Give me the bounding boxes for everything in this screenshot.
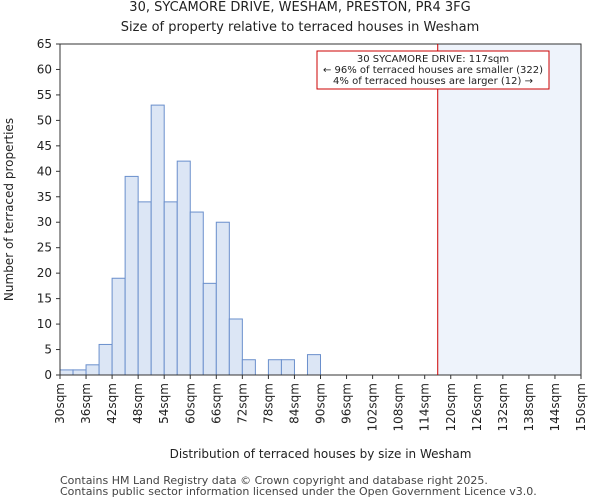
histogram-bar bbox=[280, 359, 295, 376]
histogram-bar bbox=[267, 359, 282, 376]
x-tick-label: 54sqm bbox=[157, 383, 171, 424]
footer-line-2: Contains public sector information licen… bbox=[60, 485, 537, 498]
histogram-bar bbox=[137, 201, 152, 376]
y-tick-label: 15 bbox=[37, 292, 52, 306]
histogram-bar bbox=[124, 175, 139, 376]
x-tick-label: 48sqm bbox=[131, 383, 145, 424]
x-axis-label: Distribution of terraced houses by size … bbox=[170, 447, 472, 461]
chart-subtitle: Size of property relative to terraced ho… bbox=[120, 20, 480, 35]
y-tick-label: 25 bbox=[37, 241, 52, 255]
x-tick-label: 150sqm bbox=[574, 383, 588, 431]
annotation-line: ← 96% of terraced houses are smaller (32… bbox=[323, 65, 543, 76]
y-tick-label: 35 bbox=[37, 190, 52, 204]
histogram-bar bbox=[215, 221, 230, 376]
annotation-box bbox=[316, 50, 550, 90]
y-tick-label: 30 bbox=[37, 215, 52, 229]
histogram-bar bbox=[72, 369, 87, 376]
x-tick-label: 78sqm bbox=[261, 383, 275, 424]
x-tick-label: 108sqm bbox=[392, 383, 406, 431]
y-tick-label: 20 bbox=[37, 266, 52, 280]
histogram-bar bbox=[150, 104, 165, 376]
histogram-bar bbox=[163, 201, 178, 376]
histogram-bar bbox=[241, 359, 256, 376]
y-tick-label: 45 bbox=[37, 139, 52, 153]
y-tick-label: 10 bbox=[37, 317, 52, 331]
y-axis-label: Number of terraced properties bbox=[2, 118, 16, 301]
annotation-line: 30 SYCAMORE DRIVE: 117sqm bbox=[357, 54, 509, 65]
histogram-bar bbox=[202, 282, 217, 376]
x-tick-label: 30sqm bbox=[53, 383, 67, 424]
y-tick-label: 65 bbox=[37, 37, 52, 51]
y-tick-label: 40 bbox=[37, 164, 52, 178]
chart-title: 30, SYCAMORE DRIVE, WESHAM, PRESTON, PR4… bbox=[129, 0, 471, 15]
highlight-region bbox=[437, 44, 581, 375]
histogram-bar bbox=[189, 211, 204, 376]
y-tick-label: 0 bbox=[44, 368, 52, 382]
histogram-bar bbox=[176, 160, 191, 376]
x-tick-label: 66sqm bbox=[209, 383, 223, 424]
histogram-bar bbox=[59, 369, 74, 376]
x-tick-label: 42sqm bbox=[105, 383, 119, 424]
x-tick-label: 96sqm bbox=[340, 383, 354, 424]
x-tick-label: 144sqm bbox=[548, 383, 562, 431]
histogram-bar bbox=[85, 364, 100, 376]
x-tick-label: 60sqm bbox=[183, 383, 197, 424]
x-tick-label: 102sqm bbox=[366, 383, 380, 431]
histogram-chart: 0 5 10 15 20 25 30 35 40 45 50 55 60 65 30sqm 36sqm 42sq… bbox=[2, 37, 588, 461]
x-tick-label: 132sqm bbox=[496, 383, 510, 431]
x-tick-label: 72sqm bbox=[235, 383, 249, 424]
y-tick-label: 55 bbox=[37, 88, 52, 102]
y-tick-label: 5 bbox=[44, 343, 52, 357]
x-tick-label: 126sqm bbox=[470, 383, 484, 431]
histogram-bar bbox=[98, 343, 113, 376]
x-tick-label: 90sqm bbox=[314, 383, 328, 424]
y-tick-label: 50 bbox=[37, 113, 52, 127]
x-tick-label: 114sqm bbox=[418, 383, 432, 431]
histogram-bar bbox=[111, 277, 126, 376]
y-tick-label: 60 bbox=[37, 62, 52, 76]
histogram-bar bbox=[306, 354, 322, 376]
x-tick-label: 36sqm bbox=[79, 383, 93, 424]
x-tick-label: 84sqm bbox=[287, 383, 301, 424]
footer-line-1: Contains HM Land Registry data © Crown c… bbox=[60, 474, 488, 487]
annotation-line: 4% of terraced houses are larger (12) → bbox=[333, 76, 533, 87]
x-tick-label: 120sqm bbox=[444, 383, 458, 431]
histogram-bar bbox=[228, 318, 243, 376]
x-tick-label: 138sqm bbox=[522, 383, 536, 431]
